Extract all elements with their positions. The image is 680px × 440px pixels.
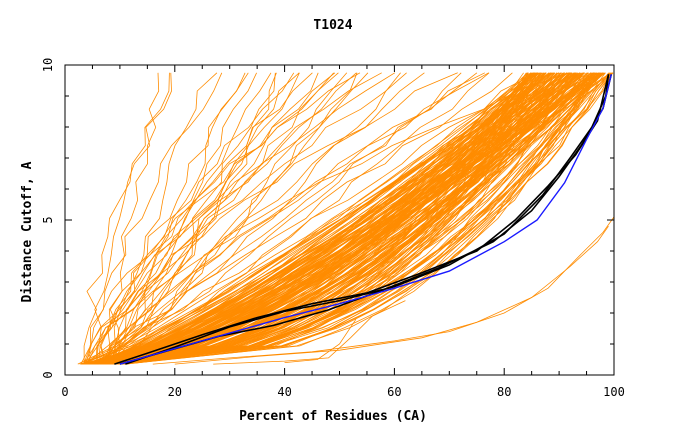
model-line-steep-20 bbox=[100, 72, 249, 365]
highlight-line-3 bbox=[125, 74, 610, 365]
model-line-steep-13 bbox=[109, 72, 369, 365]
x-tick-label-20: 20 bbox=[168, 385, 182, 399]
model-line-bundle-154 bbox=[103, 72, 600, 365]
model-line-bundle-145 bbox=[108, 72, 562, 365]
model-line-steep-37 bbox=[105, 72, 300, 365]
model-line-steep-5 bbox=[101, 72, 566, 365]
model-line-steep-15 bbox=[85, 72, 361, 365]
model-line-bundle-161 bbox=[106, 72, 595, 365]
model-line-steep-39 bbox=[84, 72, 357, 365]
model-line-steep-33 bbox=[94, 72, 172, 365]
axis-ticks: 0 20 40 60 80 100 0 5 10 bbox=[41, 58, 625, 399]
model-line-steep-31 bbox=[77, 72, 513, 365]
model-line-bundle-193 bbox=[82, 72, 592, 365]
model-line-steep-38 bbox=[106, 72, 339, 365]
model-line-bundle-173 bbox=[104, 72, 539, 365]
model-line-bundle-188 bbox=[124, 72, 560, 365]
model-line-steep-12 bbox=[110, 72, 569, 365]
model-line-steep-0 bbox=[102, 72, 277, 365]
model-line-steep-26 bbox=[102, 72, 257, 365]
chart-title: T1024 bbox=[313, 18, 352, 33]
model-line-steep-36 bbox=[108, 72, 485, 365]
y-tick-label-10: 10 bbox=[41, 58, 55, 72]
x-tick-label-60: 60 bbox=[387, 385, 401, 399]
x-tick-label-40: 40 bbox=[277, 385, 291, 399]
model-line-steep-18 bbox=[80, 72, 336, 365]
x-tick-label-100: 100 bbox=[603, 385, 625, 399]
x-tick-label-0: 0 bbox=[61, 385, 68, 399]
model-line-steep-23 bbox=[103, 72, 335, 365]
y-tick-label-5: 5 bbox=[41, 216, 55, 223]
y-axis-label: Distance Cutoff, A bbox=[20, 161, 35, 302]
model-line-outlier-1 bbox=[174, 225, 609, 365]
model-line-steep-34 bbox=[87, 72, 313, 365]
model-line-steep-28 bbox=[99, 72, 489, 365]
model-line-bundle-162 bbox=[99, 72, 590, 365]
model-series-group bbox=[77, 72, 614, 365]
model-line-bundle-165 bbox=[85, 72, 596, 365]
model-line-bundle-142 bbox=[111, 72, 539, 365]
model-line-steep-14 bbox=[115, 72, 272, 365]
model-line-steep-21 bbox=[83, 72, 570, 365]
highlight-line-1 bbox=[114, 74, 610, 365]
model-line-bundle-182 bbox=[100, 72, 614, 365]
model-line-bundle-115 bbox=[126, 72, 594, 365]
model-line-bundle-177 bbox=[83, 72, 534, 365]
model-line-steep-35 bbox=[111, 72, 462, 365]
model-line-bundle-150 bbox=[107, 72, 599, 365]
model-line-bundle-190 bbox=[94, 72, 601, 365]
model-line-bundle-187 bbox=[86, 72, 538, 365]
model-line-outlier-3 bbox=[284, 318, 357, 363]
model-line-steep-27 bbox=[83, 72, 170, 365]
model-line-bundle-196 bbox=[81, 72, 538, 365]
model-line-steep-29 bbox=[106, 72, 358, 365]
model-line-bundle-98 bbox=[113, 72, 600, 365]
model-line-steep-2 bbox=[104, 72, 401, 365]
model-line-bundle-191 bbox=[86, 72, 565, 365]
model-line-bundle-184 bbox=[85, 72, 610, 365]
model-line-bundle-185 bbox=[92, 72, 546, 365]
model-line-outlier-0 bbox=[152, 72, 614, 365]
model-line-outlier-2 bbox=[213, 300, 406, 365]
target-series-group bbox=[119, 74, 612, 365]
x-tick-label-80: 80 bbox=[497, 385, 511, 399]
x-axis-label: Percent of Residues (CA) bbox=[239, 409, 427, 424]
model-line-bundle-164 bbox=[85, 72, 554, 365]
y-tick-label-0: 0 bbox=[41, 371, 55, 378]
model-line-bundle-35 bbox=[109, 72, 535, 365]
model-line-bundle-19 bbox=[93, 72, 613, 365]
model-line-steep-32 bbox=[89, 72, 458, 365]
model-line-steep-17 bbox=[83, 72, 537, 365]
model-line-bundle-186 bbox=[124, 72, 528, 365]
model-line-steep-24 bbox=[97, 72, 382, 365]
target-line bbox=[119, 74, 612, 365]
model-line-steep-6 bbox=[83, 72, 223, 365]
model-line-bundle-91 bbox=[87, 72, 594, 365]
model-line-steep-25 bbox=[95, 72, 396, 365]
model-line-bundle-198 bbox=[109, 72, 592, 365]
model-line-bundle-192 bbox=[108, 72, 583, 365]
